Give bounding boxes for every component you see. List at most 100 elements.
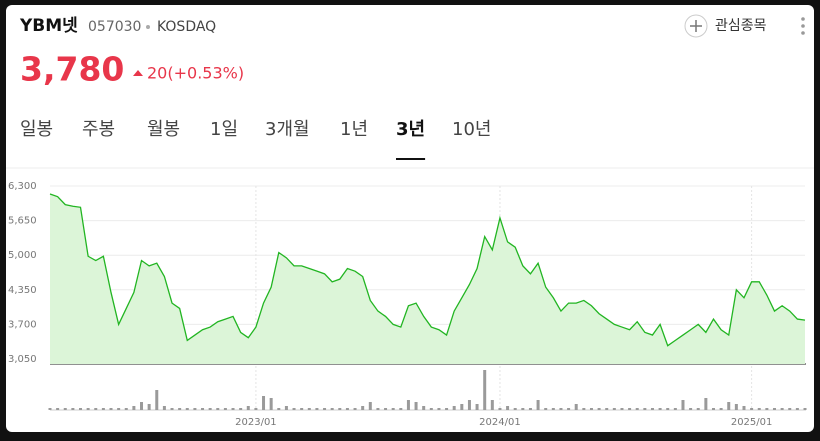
tab[interactable]: 월봉 (147, 119, 180, 140)
volume-bar (795, 408, 799, 410)
volume-bar (719, 408, 723, 410)
volume-bar (689, 408, 693, 410)
volume-bar (513, 408, 517, 410)
volume-bar (574, 404, 578, 410)
volume-bar (628, 408, 632, 410)
volume-bar (650, 408, 654, 410)
volume-bar (460, 404, 464, 410)
volume-bar (292, 408, 296, 410)
volume-bar (673, 408, 677, 410)
volume-bar (117, 408, 121, 410)
panel (6, 5, 814, 432)
volume-bar (170, 408, 174, 410)
volume-bar (94, 408, 98, 410)
volume-bar (86, 408, 90, 410)
volume-bar (323, 408, 327, 410)
volume-bar (277, 408, 281, 410)
price-line (49, 193, 806, 347)
volume-bar (551, 408, 555, 410)
volume-bar (765, 408, 769, 410)
volume-bar (750, 408, 754, 410)
volume-bar (368, 402, 372, 410)
volume-bar (536, 400, 540, 410)
volume-bar (567, 408, 571, 410)
volume-bar (597, 408, 601, 410)
plus (690, 20, 702, 32)
volume-bar (147, 404, 151, 410)
volume-bar (643, 408, 647, 410)
tab[interactable]: 3개월 (265, 119, 310, 140)
volume-bar (406, 400, 410, 410)
volume-bar (544, 408, 548, 410)
volume-bar (414, 402, 418, 410)
volume-bar (185, 408, 189, 410)
volume-bar (376, 408, 380, 410)
y-tick-label: 3,700 (8, 319, 37, 330)
volume-bar (704, 398, 708, 410)
more[interactable] (801, 17, 805, 35)
volume-bar (803, 408, 807, 410)
volume-bar (71, 408, 75, 410)
volume-bar (475, 404, 479, 410)
volume-bar (772, 408, 776, 410)
change: 20(+0.53%) (147, 64, 244, 83)
volume-bar (429, 408, 433, 410)
dot (146, 25, 150, 29)
volume-bar (193, 408, 197, 410)
volume-bar (330, 408, 334, 410)
volume-bar (239, 408, 243, 410)
volume-bar (757, 408, 761, 410)
volume-bar (582, 408, 586, 410)
volume-bar (483, 370, 487, 410)
volume-bar (788, 408, 792, 410)
volume-bar (208, 408, 212, 410)
volume-bar (284, 406, 288, 410)
volume-bar (452, 406, 456, 410)
volume-bar (48, 408, 52, 410)
tab[interactable]: 일봉 (20, 119, 53, 140)
volume-bar (727, 402, 731, 410)
volume-bar (201, 408, 205, 410)
volume-bar (140, 402, 144, 410)
volume-bar (109, 408, 113, 410)
tab[interactable]: 주봉 (82, 119, 115, 140)
y-tick-label: 3,050 (8, 354, 37, 365)
volume-bar (498, 408, 502, 410)
volume-bar (437, 408, 441, 410)
tab[interactable]: 1년 (340, 119, 368, 140)
volume-bar (521, 408, 525, 410)
volume-bar (124, 408, 128, 410)
watch-label[interactable]: 관심종목 (715, 18, 767, 34)
volume-bar (307, 408, 311, 410)
volume-bar (506, 406, 510, 410)
tab[interactable]: 3년 (396, 119, 425, 140)
stock-code: 057030 (88, 19, 141, 35)
volume-bar (216, 408, 220, 410)
volume-bar (666, 408, 670, 410)
volume-bar (101, 408, 105, 410)
volume-bar (635, 408, 639, 410)
tab[interactable]: 10년 (452, 119, 491, 140)
volume-bar (391, 408, 395, 410)
volume-bar (490, 400, 494, 410)
area-fill (50, 193, 805, 364)
y-tick-label: 4,350 (8, 285, 37, 296)
volume-bar (734, 404, 738, 410)
y-tick-label: 6,300 (8, 181, 37, 192)
volume-bar (262, 396, 266, 410)
tab[interactable]: 1일 (210, 119, 238, 140)
volume-bar (384, 408, 388, 410)
volume-bar (620, 408, 624, 410)
volume-bar (178, 408, 182, 410)
x-tick-label: 2023/01 (235, 417, 277, 428)
market: KOSDAQ (157, 19, 216, 35)
volume-bar (155, 390, 159, 410)
volume-bar (711, 408, 715, 410)
volume-bar (445, 408, 449, 410)
price: 3,780 (20, 50, 124, 89)
volume-bar (467, 400, 471, 410)
volume-bar (338, 408, 342, 410)
stock-name: YBM넷 (19, 16, 78, 36)
